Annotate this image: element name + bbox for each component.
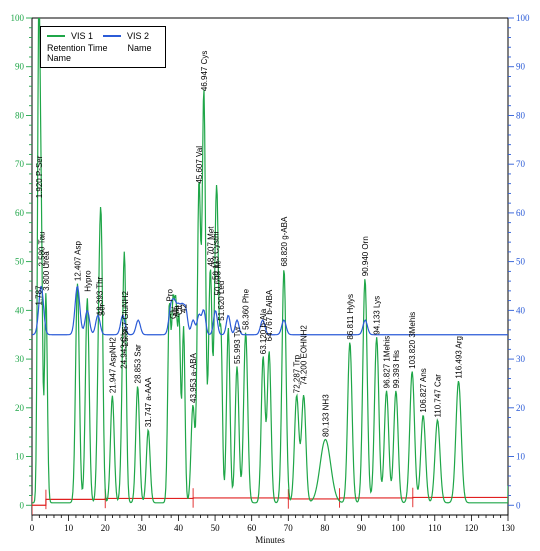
legend-line: Name [47,53,108,63]
svg-text:70: 70 [15,159,25,169]
legend-series-label: VIS 2 [127,31,149,41]
svg-text:30: 30 [15,354,25,364]
svg-text:40: 40 [174,523,184,533]
peak-label: 116.493 Arg [455,336,464,379]
peak-label: 106.827 Ans [419,368,428,412]
peak-label: 55.993 Tyr [233,326,242,364]
svg-text:10: 10 [516,452,526,462]
svg-text:90: 90 [516,62,526,72]
peak-label: 99.393 His [392,350,401,388]
peak-label: 110.747 Car [434,374,443,418]
peak-label: 45.607 Val [195,146,204,184]
svg-text:100: 100 [516,13,530,23]
legend-series-label: VIS 1 [71,31,93,41]
legend-box: VIS 1VIS 2Retention TimeNameName [40,26,166,68]
svg-text:20: 20 [101,523,111,533]
svg-text:90: 90 [15,62,25,72]
svg-text:10: 10 [15,452,25,462]
svg-text:50: 50 [15,257,25,267]
peak-label: 58.360 Phe [242,288,251,329]
peak-label: 43.953 a-ABA [189,352,198,402]
legend-line: Name [128,43,152,53]
svg-text:80: 80 [320,523,330,533]
svg-text:20: 20 [516,403,526,413]
svg-text:30: 30 [137,523,147,533]
peak-label: 12.407 Asp [73,241,82,282]
svg-text:30: 30 [516,354,526,364]
svg-text:50: 50 [211,523,221,533]
legend-line: Retention Time [47,43,108,53]
peak-label: 3.800 Urea [42,251,51,291]
peak-label: 31.747 a-AAA [144,377,153,427]
svg-text:10: 10 [64,523,74,533]
svg-text:60: 60 [15,208,25,218]
svg-text:110: 110 [428,523,442,533]
svg-text:100: 100 [391,523,405,533]
peak-label: Ser [98,303,107,316]
peak-label: 21.947 AspNH2 [108,337,117,394]
svg-text:60: 60 [516,208,526,218]
green-trace [32,0,508,503]
svg-text:40: 40 [516,305,526,315]
svg-text:60: 60 [247,523,257,533]
peak-label: 1.920 P-Ser [35,155,44,198]
peak-label: 86.811 Hylys [346,294,355,340]
svg-text:0: 0 [516,500,521,510]
peak-label: 80.133 NH3 [321,394,330,437]
svg-text:20: 20 [15,403,25,413]
x-axis-label: Minutes [255,535,285,545]
svg-text:70: 70 [284,523,294,533]
svg-text:0: 0 [20,500,25,510]
peak-label: 28.853 Sar [134,344,143,383]
svg-text:40: 40 [15,305,25,315]
peak-label: 74.200 EOHNH2 [300,325,309,386]
peak-label: Hypro [83,270,92,292]
peak-label: 96.827 1Mehis [383,336,392,388]
svg-text:120: 120 [465,523,479,533]
peak-label: 90.940 Orn [361,236,370,276]
chromatogram-chart: { "layout": { "width": 540, "height": 55… [0,0,540,551]
svg-text:100: 100 [11,13,25,23]
peak-label: 68.820 g-ABA [280,216,289,266]
svg-text:80: 80 [15,110,25,120]
svg-text:90: 90 [357,523,367,533]
peak-label: 51.620 Leu [217,281,226,321]
peak-label: Pro [165,288,174,301]
chart-plot: 0 10 20 30 40 50 60 70 80 90 100 110 120 130 Minutes 0 0… [0,0,540,551]
svg-text:50: 50 [516,257,526,267]
peak-label: 103.820 3Mehis [408,312,417,369]
peak-label: 64.767 b-AiBA [265,289,274,341]
svg-text:0: 0 [30,523,35,533]
peak-label: 46.947 Cys [200,51,209,91]
svg-text:70: 70 [516,159,526,169]
peak-label: 94.133 Lys [373,296,382,335]
peak-label: 42 [180,304,189,313]
svg-text:130: 130 [501,523,515,533]
peak-label: 25.367 GluNH2 [121,291,130,347]
svg-text:80: 80 [516,110,526,120]
